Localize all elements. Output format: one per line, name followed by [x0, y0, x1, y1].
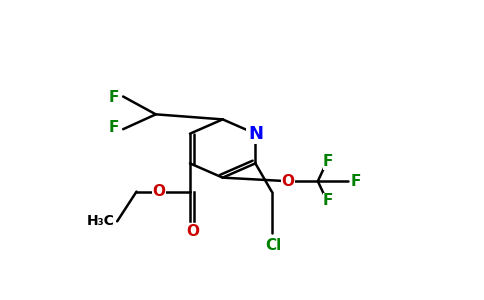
- Text: F: F: [323, 193, 333, 208]
- Text: H₃C: H₃C: [86, 214, 114, 228]
- Text: F: F: [108, 91, 119, 106]
- Text: Cl: Cl: [265, 238, 281, 253]
- Text: F: F: [350, 174, 361, 189]
- Text: F: F: [108, 120, 119, 135]
- Text: O: O: [282, 174, 295, 189]
- Text: N: N: [248, 125, 263, 143]
- Text: O: O: [152, 184, 165, 199]
- Text: F: F: [323, 154, 333, 169]
- Text: O: O: [186, 224, 199, 239]
